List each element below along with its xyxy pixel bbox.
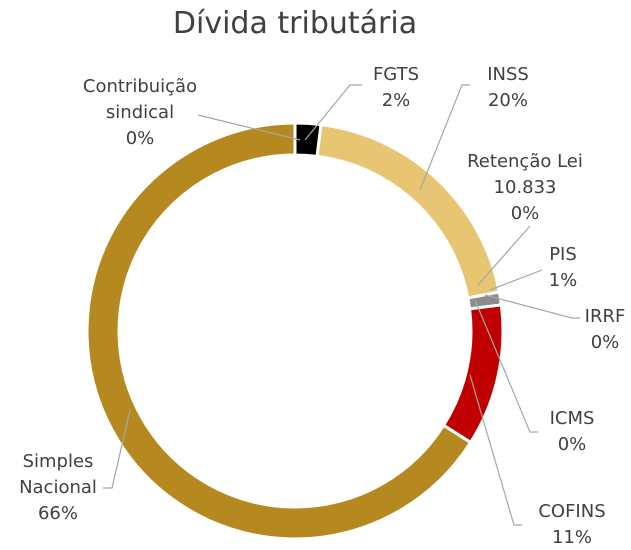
slice-label: Retenção Lei 10.833 0% (465, 149, 585, 227)
slice-label: Simples Nacional 66% (8, 449, 108, 527)
slice-label: COFINS 11% (527, 499, 617, 550)
category-label: FGTS (372, 64, 420, 85)
category-label: ICMS (549, 408, 595, 429)
category-label: INSS (487, 64, 529, 85)
leader-line (477, 225, 531, 286)
category-label: COFINS (538, 501, 606, 522)
category-label: Simples Nacional (19, 451, 97, 498)
leader-line (103, 409, 131, 489)
slice-label: Contribuição sindical 0% (78, 74, 203, 152)
value-label: 1% (548, 270, 578, 291)
chart-title: Dívida tributária (172, 6, 418, 41)
leader-line (469, 374, 522, 526)
leader-line (197, 114, 301, 141)
slice-label: FGTS 2% (366, 62, 426, 114)
leader-line (474, 299, 538, 433)
leader-line (489, 269, 543, 291)
value-label: 20% (487, 90, 528, 111)
value-label: 0% (557, 434, 587, 455)
value-label: 0% (510, 203, 540, 224)
value-label: 0% (590, 332, 620, 353)
category-label: Contribuição sindical (82, 76, 198, 123)
slice-label: ICMS 0% (542, 406, 602, 458)
value-label: 2% (381, 90, 411, 111)
category-label: Retenção Lei 10.833 (467, 151, 583, 198)
value-label: 11% (551, 527, 592, 548)
leader-line (419, 84, 470, 191)
leader-line (484, 294, 580, 319)
slice (85, 121, 473, 541)
value-label: 66% (37, 503, 78, 524)
slice-label: INSS 20% (478, 62, 538, 114)
leader-line (304, 84, 362, 141)
category-label: IRRF (584, 306, 626, 327)
value-label: 0% (125, 128, 155, 149)
slice (441, 303, 505, 445)
slice-label: IRRF 0% (580, 304, 630, 356)
category-label: PIS (549, 244, 577, 265)
slice-label: PIS 1% (538, 242, 588, 294)
